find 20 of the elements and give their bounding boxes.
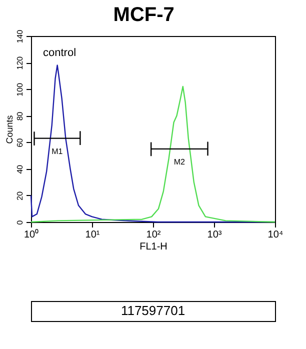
chart-title: MCF-7 <box>113 4 174 26</box>
x-axis-title: FL1-H <box>140 242 168 252</box>
y-tick-label: 120 <box>16 56 24 70</box>
x-tick-label: 10⁰ <box>24 228 40 240</box>
y-tick-label: 60 <box>16 138 24 148</box>
y-tick-label: 80 <box>16 111 24 121</box>
y-tick-label: 100 <box>16 82 24 96</box>
annotation: M2 <box>174 158 186 167</box>
text: 117597701 <box>120 303 186 318</box>
x-tick-label: 10¹ <box>85 230 100 240</box>
x-tick-label: 10² <box>146 230 162 240</box>
annotation: M1 <box>52 146 64 156</box>
x-tick-label: 10⁴ <box>268 230 284 240</box>
y-tick-label: 0 <box>16 220 24 225</box>
y-axis-title: Counts <box>4 114 14 144</box>
y-tick-label: 140 <box>16 29 24 44</box>
y-tick-label: 20 <box>16 190 24 200</box>
y-tick-label: 40 <box>16 164 24 174</box>
x-tick-label: 10³ <box>207 230 222 240</box>
annotation: control <box>43 47 76 59</box>
